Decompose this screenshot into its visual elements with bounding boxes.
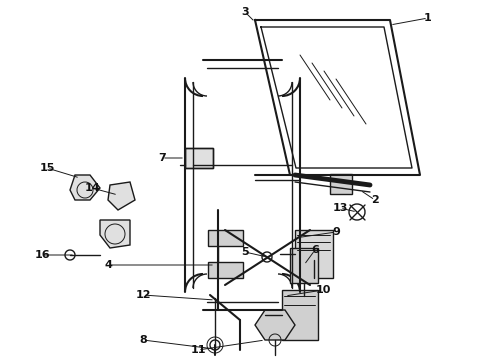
Text: 8: 8 xyxy=(139,335,147,345)
Text: 16: 16 xyxy=(34,250,50,260)
Bar xyxy=(295,230,333,278)
Text: 7: 7 xyxy=(158,153,166,163)
Text: 13: 13 xyxy=(332,203,348,213)
Text: 3: 3 xyxy=(241,7,249,17)
Text: 6: 6 xyxy=(311,245,319,255)
Polygon shape xyxy=(255,310,295,340)
Polygon shape xyxy=(100,220,130,248)
Text: 1: 1 xyxy=(424,13,432,23)
Text: 11: 11 xyxy=(190,345,206,355)
Text: 9: 9 xyxy=(332,227,340,237)
Bar xyxy=(208,230,243,246)
Text: 2: 2 xyxy=(371,195,379,205)
Bar xyxy=(208,262,243,278)
Text: 5: 5 xyxy=(241,247,249,257)
Bar xyxy=(290,248,318,283)
Text: 15: 15 xyxy=(39,163,55,173)
Bar xyxy=(330,174,352,194)
Bar xyxy=(185,148,213,168)
Text: 14: 14 xyxy=(84,183,100,193)
Polygon shape xyxy=(70,175,100,200)
Text: 12: 12 xyxy=(135,290,151,300)
Text: 10: 10 xyxy=(315,285,331,295)
Bar xyxy=(282,290,318,340)
Text: 4: 4 xyxy=(104,260,112,270)
Polygon shape xyxy=(108,182,135,210)
Bar xyxy=(185,148,213,168)
